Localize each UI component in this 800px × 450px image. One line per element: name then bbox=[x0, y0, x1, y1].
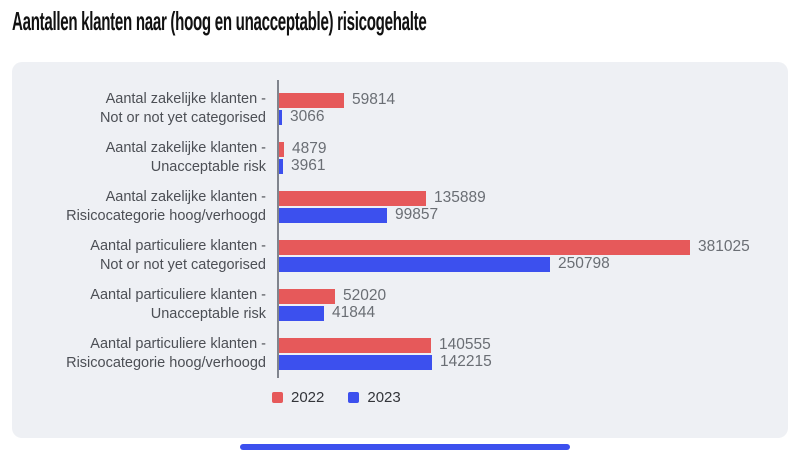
bar-group: 381025 250798 bbox=[279, 238, 788, 272]
bar-line: 135889 bbox=[279, 189, 788, 206]
chart-row: Aantal particuliere klanten - Not or not … bbox=[12, 231, 788, 280]
chart-row: Aantal particuliere klanten - Risicocateg… bbox=[12, 329, 788, 378]
chart-legend: 2022 2023 bbox=[272, 389, 401, 406]
bar-2022 bbox=[279, 92, 344, 108]
bar-line: 4879 bbox=[279, 140, 788, 157]
chart-row: Aantal zakelijke klanten - Not or not yet… bbox=[12, 84, 788, 133]
page-title: Aantallen klanten naar (hoog en unaccept… bbox=[12, 6, 427, 36]
value-label: 3066 bbox=[290, 108, 325, 125]
bar-line: 142215 bbox=[279, 353, 788, 370]
bar-group: 140555 142215 bbox=[279, 336, 788, 370]
category-label-line: Not or not yet categorised bbox=[99, 109, 266, 126]
value-label: 99857 bbox=[395, 206, 439, 223]
legend-item-2022: 2022 bbox=[272, 389, 324, 406]
bar-chart: Aantal zakelijke klanten - Not or not yet… bbox=[12, 84, 788, 378]
category-label: Aantal zakelijke klanten - Not or not yet… bbox=[12, 90, 277, 128]
bar-group: 52020 41844 bbox=[279, 287, 788, 321]
bar-group: 135889 99857 bbox=[279, 189, 788, 223]
value-label: 3961 bbox=[291, 157, 326, 174]
legend-swatch-icon bbox=[348, 392, 360, 403]
bar-2022 bbox=[279, 337, 431, 353]
bar-2023 bbox=[279, 158, 283, 174]
bar-2023 bbox=[279, 256, 550, 272]
bar-line: 140555 bbox=[279, 336, 788, 353]
category-label-line: Aantal zakelijke klanten - bbox=[105, 139, 266, 156]
bar-2022 bbox=[279, 288, 335, 304]
legend-swatch-icon bbox=[272, 392, 283, 403]
value-label: 140555 bbox=[439, 336, 491, 353]
value-label: 250798 bbox=[558, 255, 610, 272]
bar-line: 381025 bbox=[279, 238, 788, 255]
category-label-line: Aantal particuliere klanten - bbox=[90, 237, 266, 254]
bar-line: 3961 bbox=[279, 157, 788, 174]
bar-2023 bbox=[279, 305, 324, 321]
bar-2022 bbox=[279, 141, 284, 157]
category-label: Aantal zakelijke klanten - Risicocategori… bbox=[12, 188, 277, 226]
bar-line: 52020 bbox=[279, 287, 788, 304]
category-label-line: Unacceptable risk bbox=[150, 305, 266, 322]
bar-2022 bbox=[279, 239, 690, 255]
category-label-line: Risicocategorie hoog/verhoogd bbox=[66, 207, 266, 224]
chart-panel: Aantal zakelijke klanten - Not or not yet… bbox=[12, 62, 788, 438]
bar-line: 250798 bbox=[279, 255, 788, 272]
value-label: 381025 bbox=[698, 238, 750, 255]
value-label: 41844 bbox=[332, 304, 376, 321]
value-label: 142215 bbox=[440, 353, 492, 370]
category-label: Aantal particuliere klanten - Not or not … bbox=[12, 237, 277, 275]
bar-2023 bbox=[279, 354, 432, 370]
category-label-line: Aantal particuliere klanten - bbox=[90, 335, 266, 352]
bar-line: 41844 bbox=[279, 304, 788, 321]
category-label-line: Not or not yet categorised bbox=[99, 256, 266, 273]
category-label: Aantal zakelijke klanten - Unacceptable r… bbox=[12, 139, 277, 177]
category-label-line: Unacceptable risk bbox=[150, 158, 266, 175]
category-label: Aantal particuliere klanten - Unacceptabl… bbox=[12, 286, 277, 324]
bar-group: 59814 3066 bbox=[279, 91, 788, 125]
bar-group: 4879 3961 bbox=[279, 140, 788, 174]
home-indicator-bar bbox=[240, 444, 570, 450]
category-label: Aantal particuliere klanten - Risicocateg… bbox=[12, 335, 277, 373]
legend-label: 2023 bbox=[367, 389, 401, 406]
y-axis-line bbox=[277, 80, 279, 378]
value-label: 59814 bbox=[352, 91, 396, 108]
category-label-line: Aantal zakelijke klanten - bbox=[105, 188, 266, 205]
bar-line: 3066 bbox=[279, 108, 788, 125]
bar-line: 99857 bbox=[279, 206, 788, 223]
bar-2023 bbox=[279, 109, 282, 125]
value-label: 52020 bbox=[343, 287, 387, 304]
chart-row: Aantal zakelijke klanten - Risicocategori… bbox=[12, 182, 788, 231]
chart-row: Aantal particuliere klanten - Unacceptabl… bbox=[12, 280, 788, 329]
bar-2022 bbox=[279, 190, 426, 206]
value-label: 135889 bbox=[434, 189, 486, 206]
legend-label: 2022 bbox=[291, 389, 325, 406]
legend-item-2023: 2023 bbox=[348, 389, 401, 406]
value-label: 4879 bbox=[292, 140, 327, 157]
bar-2023 bbox=[279, 207, 387, 223]
bar-line: 59814 bbox=[279, 91, 788, 108]
chart-row: Aantal zakelijke klanten - Unacceptable r… bbox=[12, 133, 788, 182]
category-label-line: Aantal particuliere klanten - bbox=[90, 286, 266, 303]
category-label-line: Aantal zakelijke klanten - bbox=[105, 90, 266, 107]
category-label-line: Risicocategorie hoog/verhoogd bbox=[66, 354, 266, 371]
